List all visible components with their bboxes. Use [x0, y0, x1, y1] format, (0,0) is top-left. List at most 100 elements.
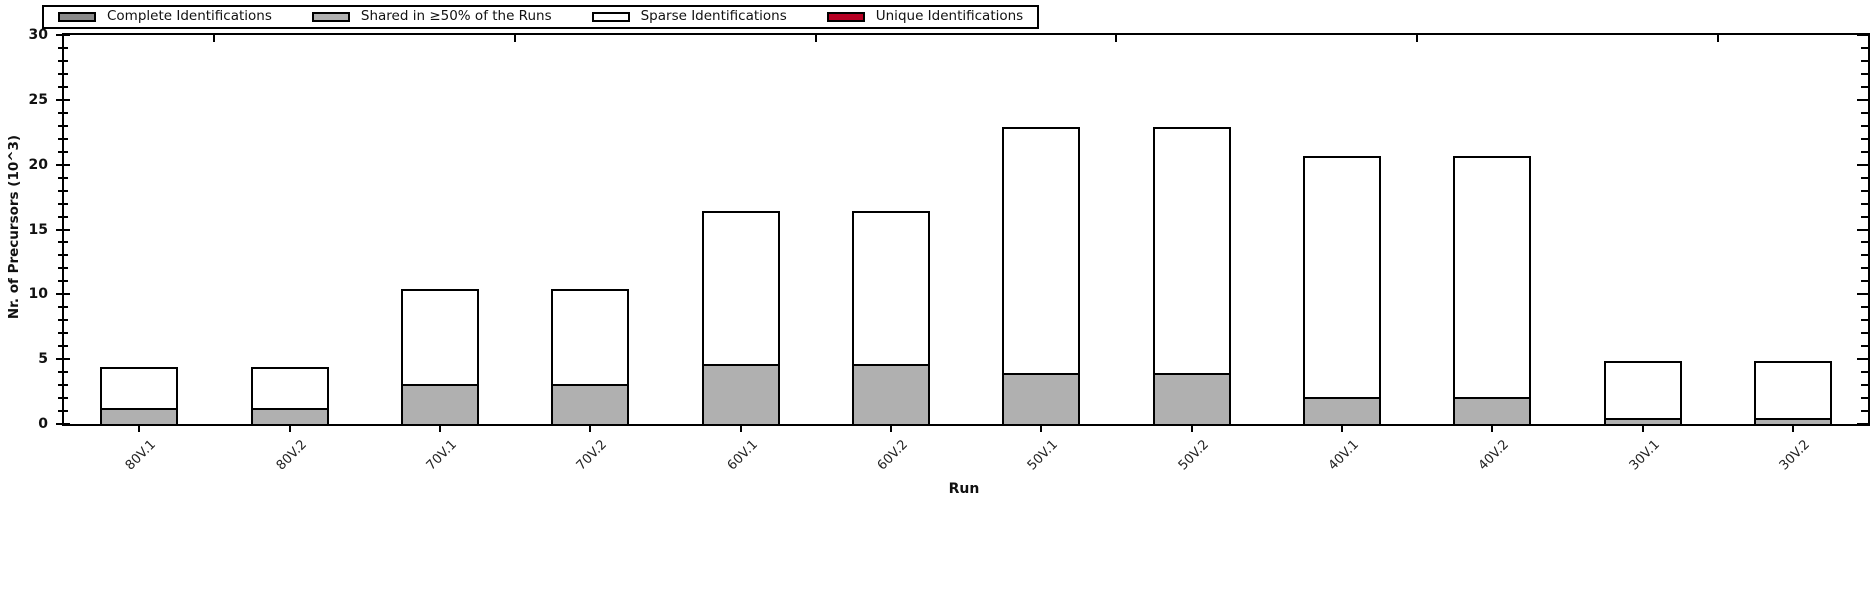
y-tick-label: 10: [28, 286, 48, 303]
y-axis-right-tick: [1861, 189, 1868, 192]
y-axis-right-tick: [1857, 228, 1868, 231]
bar-segment-shared: [250, 408, 329, 424]
y-axis-right-tick: [1857, 163, 1868, 166]
legend-swatch: [58, 12, 96, 22]
x-tick-label: 80V.2: [273, 437, 310, 474]
y-axis-right-tick: [1861, 332, 1868, 335]
bar-70V.1: [400, 35, 479, 424]
bar-segment-sparse: [851, 211, 930, 365]
y-axis-right-tick: [1861, 254, 1868, 257]
bar-segment-sparse: [1302, 155, 1381, 397]
bar-80V.2: [250, 35, 329, 424]
bar-segment-sparse: [1002, 127, 1081, 374]
top-axis-tick: [1416, 35, 1418, 42]
y-tick-label: 0: [38, 416, 48, 432]
y-axis-tick: [58, 202, 68, 205]
x-axis-tick: [288, 424, 291, 432]
bar-segment-shared: [1302, 396, 1381, 424]
bar-70V.2: [551, 35, 630, 424]
y-axis-tick: [58, 319, 68, 322]
y-axis-tick: [58, 189, 68, 192]
y-axis-tick: [58, 254, 68, 257]
x-axis-title: Run: [948, 481, 980, 497]
legend-label: Unique Identifications: [875, 8, 1024, 25]
y-axis-right-tick: [1861, 46, 1868, 49]
x-axis-tick: [1791, 424, 1794, 432]
y-axis-right-tick: [1861, 59, 1868, 62]
bar-40V.2: [1453, 35, 1532, 424]
bar-segment-sparse: [400, 289, 479, 384]
x-tick-label: 50V.2: [1175, 437, 1212, 474]
y-axis-tick: [56, 163, 70, 166]
y-axis-right-tick: [1861, 72, 1868, 75]
bar-segment-shared: [701, 364, 780, 424]
x-axis-tick: [1491, 424, 1494, 432]
legend-label: Sparse Identifications: [640, 8, 787, 25]
chart-page: { "chart_data": { "type": "bar", "stacke…: [6, 5, 1870, 497]
top-axis-tick: [514, 35, 516, 42]
y-axis-right-tick: [1861, 241, 1868, 244]
y-axis-tick: [58, 345, 68, 348]
y-axis-tick: [56, 228, 70, 231]
y-axis-tick: [58, 176, 68, 179]
y-tick-label: 30: [28, 27, 48, 43]
legend-swatch: [591, 12, 630, 22]
y-axis-right-tick: [1861, 267, 1868, 270]
y-axis-tick: [58, 410, 68, 413]
y-tick-label: 25: [28, 91, 48, 108]
bar-30V.2: [1753, 35, 1832, 424]
y-axis-tick: [58, 384, 68, 387]
bar-segment-shared: [100, 408, 179, 424]
y-axis-right-tick: [1861, 176, 1868, 179]
y-axis-tick: [58, 397, 68, 400]
plot-area: 0 5 10 15 20 25 30 80V.1 80V.2 70V.1 70V.2 60V.1 60V…: [29, 28, 1870, 473]
y-axis-tick: [58, 59, 68, 62]
y-axis-right-tick: [1861, 280, 1868, 283]
y-axis-title: Nr. of Precursors (10^3): [6, 134, 22, 320]
bar-segment-sparse: [1152, 127, 1231, 374]
x-axis-tick: [438, 424, 441, 432]
bar-segment-sparse: [250, 366, 329, 409]
x-tick-label: 30V.2: [1776, 437, 1813, 474]
y-axis-tick: [58, 306, 68, 309]
x-axis-tick: [1190, 424, 1193, 432]
x-tick-label: 70V.1: [423, 437, 460, 474]
y-axis-tick: [58, 72, 68, 75]
y-axis-tick: [58, 46, 68, 49]
y-axis-tick: [58, 111, 68, 114]
bar-segment-sparse: [1753, 361, 1832, 419]
bar-60V.1: [701, 35, 780, 424]
y-axis-tick: [58, 85, 68, 88]
x-tick-label: 40V.1: [1325, 437, 1362, 474]
bar-segment-shared: [1603, 418, 1682, 424]
y-axis-tick: [58, 332, 68, 335]
bar-segment-sparse: [100, 366, 179, 409]
x-tick-label: 30V.1: [1626, 437, 1663, 474]
x-axis-tick: [889, 424, 892, 432]
bar-segment-shared: [851, 364, 930, 424]
bar-segment-shared: [1152, 373, 1231, 424]
x-tick-label: 40V.2: [1475, 437, 1513, 474]
y-axis-right-tick: [1857, 34, 1868, 36]
y-axis-tick: [58, 150, 68, 153]
x-axis-tick: [138, 424, 141, 432]
bar-segment-shared: [400, 383, 479, 424]
y-axis-tick: [58, 124, 68, 127]
x-axis-tick: [739, 424, 742, 432]
y-axis-right-tick: [1861, 111, 1868, 114]
y-axis-right-tick: [1861, 306, 1868, 309]
y-axis-right-tick: [1857, 423, 1868, 425]
x-tick-label: 80V.1: [122, 437, 160, 474]
y-axis-tick: [58, 267, 68, 270]
legend-label: Complete Identifications: [107, 8, 272, 25]
top-axis-tick: [213, 35, 216, 42]
bar-80V.1: [100, 35, 179, 424]
y-axis-tick: [58, 241, 68, 244]
y-axis-right-tick: [1861, 371, 1868, 374]
x-axis-tick: [1040, 424, 1043, 432]
y-axis-tick: [56, 423, 70, 425]
y-axis-right-tick: [1857, 98, 1868, 101]
y-axis-tick: [58, 371, 68, 374]
top-axis-tick: [1716, 35, 1719, 42]
x-axis-tick: [1340, 424, 1343, 432]
